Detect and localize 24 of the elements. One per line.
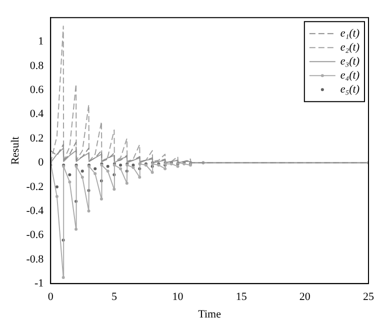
y-tick-label: 0.6 xyxy=(30,84,44,96)
x-tick-label: 25 xyxy=(363,291,374,304)
y-axis-title: Result xyxy=(9,136,22,165)
legend-label: e₃(t) xyxy=(340,55,360,68)
legend-label: e₁(t) xyxy=(340,27,360,40)
y-tick-label: 0 xyxy=(38,156,44,169)
legend-label: e₄(t) xyxy=(340,69,360,82)
legend-label: e₂(t) xyxy=(340,41,360,54)
y-tick-label: 1 xyxy=(38,36,44,48)
y-tick-label: -0.8 xyxy=(26,253,44,266)
y-tick-label: 0.4 xyxy=(30,108,44,120)
y-tick-label: 0.2 xyxy=(30,132,44,144)
y-tick-label: 0.8 xyxy=(30,60,44,72)
legend-label: e₅(t) xyxy=(340,83,360,96)
y-tick-label: -0.4 xyxy=(26,204,44,217)
x-tick-label: 15 xyxy=(236,291,248,304)
x-tick-label: 20 xyxy=(299,291,311,304)
y-tick-label: -1 xyxy=(34,277,44,290)
x-tick-label: 10 xyxy=(172,291,184,304)
x-axis-title: Time xyxy=(198,308,222,320)
y-tick-label: -0.6 xyxy=(26,229,44,242)
x-tick-label: 5 xyxy=(111,291,118,304)
y-tick-label: -0.2 xyxy=(26,180,44,193)
x-tick-label: 0 xyxy=(48,291,54,304)
